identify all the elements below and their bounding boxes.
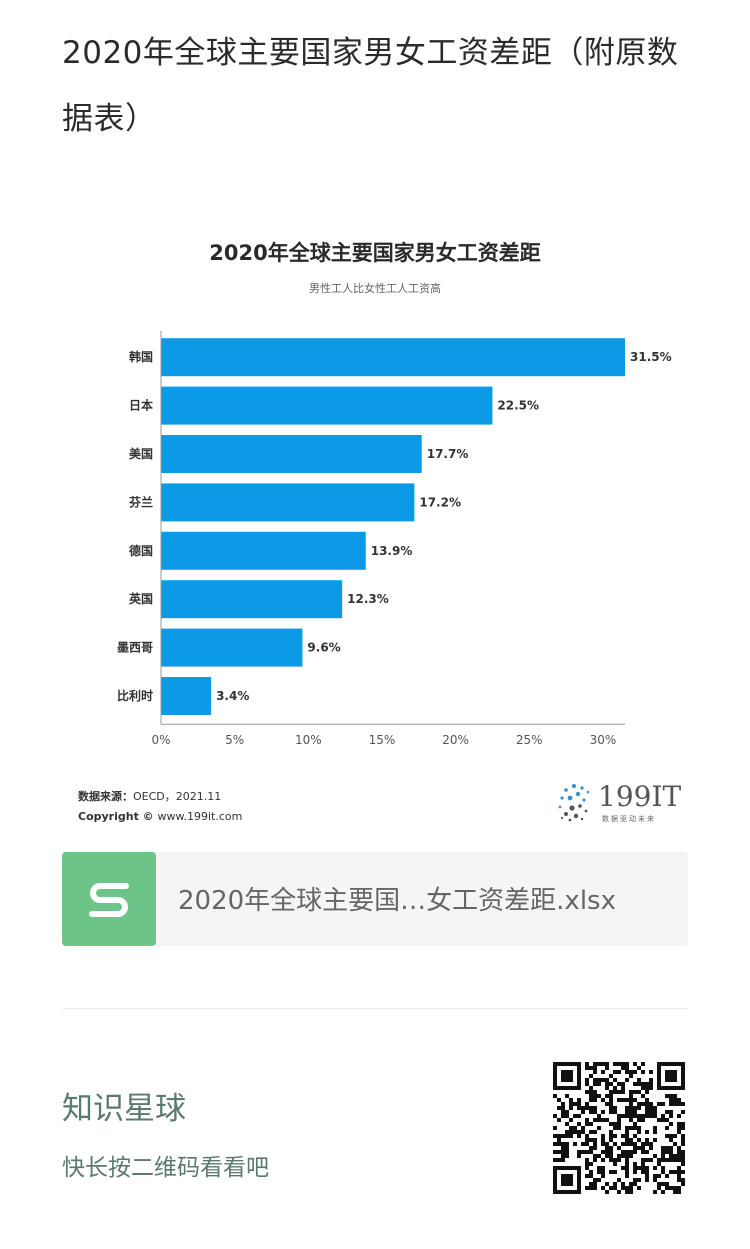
spreadsheet-s-icon <box>62 852 156 946</box>
source-value: OECD，2021.11 <box>133 790 222 803</box>
value-label: 17.2% <box>419 495 461 509</box>
chart-source: 数据来源：OECD，2021.11 Copyright © www.199it.… <box>78 787 242 827</box>
bar-chart: 韩国 31.5% 日本 22.5% 美国 17.7% 芬兰 17.2% 德国 13.9% 英国 12.… <box>117 331 672 747</box>
category-label: 比利时 <box>117 688 153 703</box>
brand-tagline: 数据驱动未来 <box>602 815 656 823</box>
category-label: 墨西哥 <box>117 641 153 655</box>
section-divider <box>62 1008 688 1009</box>
file-name: 2020年全球主要国…女工资差距.xlsx <box>178 886 616 916</box>
category-label: 美国 <box>129 446 153 461</box>
article-title: 2020年全球主要国家男女工资差距（附原数据表） <box>62 35 679 137</box>
value-label: 3.4% <box>216 689 249 703</box>
bar-5 <box>161 580 343 619</box>
x-tick-label: 5% <box>225 733 244 747</box>
x-tick-label: 10% <box>295 733 322 747</box>
value-label: 12.3% <box>347 592 389 606</box>
value-label: 9.6% <box>307 641 340 655</box>
brand-name: 199IT <box>598 780 682 813</box>
copyright-label: Copyright © <box>78 810 154 823</box>
chart-title: 2020年全球主要国家男女工资差距 <box>209 241 541 265</box>
promo-title: 知识星球 <box>62 1091 186 1127</box>
bar-4 <box>161 531 366 570</box>
promo-subtitle: 快长按二维码看看吧 <box>62 1155 269 1181</box>
value-label: 17.7% <box>427 447 469 461</box>
x-tick-label: 20% <box>442 733 469 747</box>
category-label: 芬兰 <box>128 494 153 509</box>
bar-3 <box>161 483 415 522</box>
category-label: 日本 <box>129 398 153 413</box>
chart-subtitle: 男性工人比女性工人工资高 <box>309 282 441 295</box>
bar-2 <box>161 435 422 473</box>
bar-0 <box>161 338 625 377</box>
bar-7 <box>161 677 212 715</box>
brand-dots-icon <box>558 784 590 822</box>
bar-1 <box>161 386 493 425</box>
brand-logo: 199IT 数据驱动未来 <box>552 780 682 830</box>
x-tick-label: 30% <box>590 733 617 747</box>
value-label: 13.9% <box>371 544 413 558</box>
category-label: 韩国 <box>129 349 153 364</box>
x-tick-label: 15% <box>369 733 396 747</box>
category-label: 英国 <box>129 591 153 606</box>
value-label: 31.5% <box>630 350 672 364</box>
category-label: 德国 <box>129 543 153 558</box>
source-label: 数据来源： <box>78 790 133 803</box>
file-attachment[interactable]: 2020年全球主要国…女工资差距.xlsx <box>62 852 688 946</box>
value-label: 22.5% <box>497 399 539 413</box>
chart-image[interactable]: 韩国 31.5% 日本 22.5% 美国 17.7% 芬兰 17.2% 德国 13.9% 英国 12.… <box>62 215 688 840</box>
bar-6 <box>161 628 303 667</box>
x-tick-label: 25% <box>516 733 543 747</box>
qr-code-icon[interactable] <box>553 1062 685 1194</box>
copyright-value: www.199it.com <box>157 810 243 823</box>
x-tick-label: 0% <box>151 733 170 747</box>
